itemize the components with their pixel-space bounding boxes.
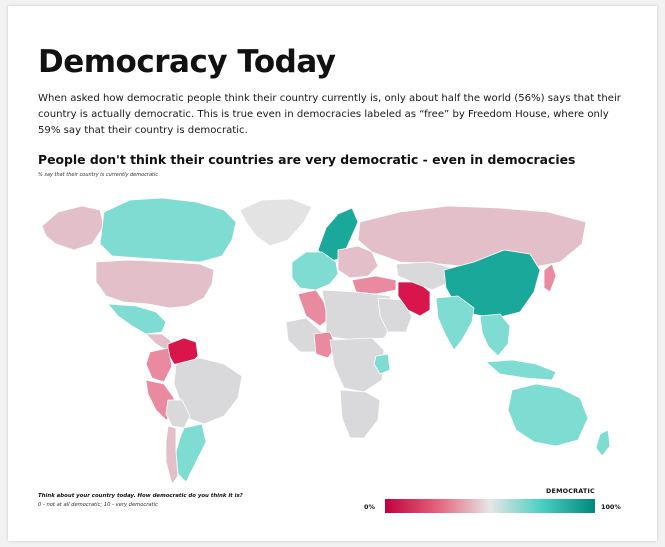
region-kenya bbox=[373, 353, 391, 375]
region-eastern-europe bbox=[337, 245, 379, 279]
region-russia bbox=[357, 205, 587, 271]
map-note: % say that their country is currently de… bbox=[38, 172, 159, 178]
region-new-zealand bbox=[595, 429, 611, 457]
survey-scale: 0 - not at all democratic; 10 - very dem… bbox=[38, 502, 158, 508]
region-central-africa bbox=[329, 337, 385, 393]
region-turkey bbox=[351, 275, 397, 295]
region-alaska bbox=[41, 205, 105, 251]
legend-min-label: 0% bbox=[364, 503, 375, 511]
legend-title: DEMOCRATIC bbox=[546, 487, 595, 495]
region-japan bbox=[543, 263, 557, 293]
map-subtitle: People don't think their countries are v… bbox=[38, 152, 576, 167]
region-mexico bbox=[107, 303, 167, 335]
survey-question: Think about your country today. How demo… bbox=[38, 493, 243, 499]
region-colombia bbox=[145, 347, 173, 383]
region-chile bbox=[165, 425, 179, 485]
region-india bbox=[435, 295, 475, 351]
region-north-africa bbox=[321, 289, 397, 341]
region-southeast-asia bbox=[479, 313, 511, 357]
region-canada bbox=[99, 197, 237, 263]
region-argentina bbox=[175, 423, 207, 483]
region-united-states bbox=[95, 259, 215, 309]
region-western-europe bbox=[291, 251, 339, 291]
legend-max-label: 100% bbox=[601, 503, 621, 511]
region-southern-africa bbox=[339, 389, 381, 439]
page-title: Democracy Today bbox=[38, 44, 336, 80]
region-brazil bbox=[173, 357, 243, 425]
region-greenland bbox=[239, 198, 313, 247]
region-indonesia bbox=[485, 359, 557, 381]
legend-color-bar bbox=[385, 499, 595, 513]
intro-paragraph: When asked how democratic people think t… bbox=[38, 93, 621, 136]
region-australia bbox=[507, 383, 589, 447]
region-central-asia bbox=[395, 261, 453, 291]
